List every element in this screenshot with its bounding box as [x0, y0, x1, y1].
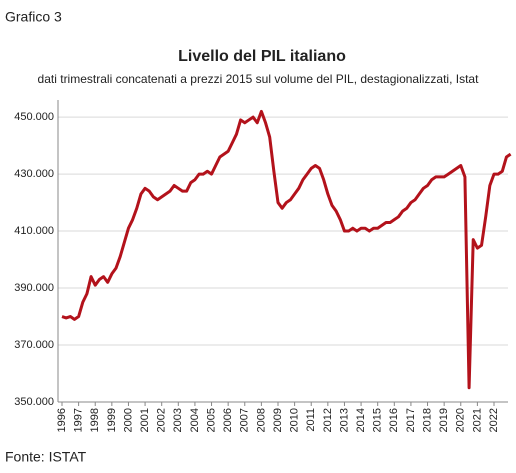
x-tick-label: 2016: [388, 408, 400, 432]
x-tick-label: 2012: [322, 408, 334, 432]
x-tick-label: 1997: [73, 408, 85, 432]
chart-subtitle: dati trimestrali concatenati a prezzi 20…: [38, 72, 480, 86]
x-tick-label: 2000: [122, 408, 134, 432]
x-tick-label: 2015: [372, 408, 384, 432]
x-tick-label: 2007: [239, 408, 251, 432]
y-tick-label: 410.000: [14, 225, 54, 237]
x-tick-label: 2008: [255, 408, 267, 432]
x-tick-label: 2022: [488, 408, 500, 432]
y-tick-label: 430.000: [14, 168, 54, 180]
x-tick-label: 1998: [89, 408, 101, 432]
x-tick-label: 2010: [289, 408, 301, 432]
x-tick-label: 2006: [222, 408, 234, 432]
chart-title: Livello del PIL italiano: [178, 48, 346, 65]
y-tick-label: 390.000: [14, 282, 54, 294]
x-tick-label: 2018: [421, 408, 433, 432]
header: Grafico 3: [5, 9, 62, 25]
x-tick-label: 2011: [305, 408, 317, 432]
x-tick-label: 1999: [106, 408, 118, 432]
y-tick-label: 350.000: [14, 396, 54, 408]
x-tick-label: 2001: [139, 408, 151, 432]
y-tick-label: 450.000: [14, 111, 54, 123]
x-tick-label: 2013: [338, 408, 350, 432]
x-tick-label: 2002: [156, 408, 168, 432]
x-tick-label: 2021: [471, 408, 483, 432]
x-tick-label: 2014: [355, 408, 367, 432]
x-tick-label: 2020: [455, 408, 467, 432]
x-tick-label: 2005: [205, 408, 217, 432]
x-tick-label: 2009: [272, 408, 284, 432]
x-tick-label: 1996: [56, 408, 68, 432]
x-tick-label: 2017: [405, 408, 417, 432]
y-tick-label: 370.000: [14, 339, 54, 351]
x-tick-label: 2004: [189, 408, 201, 432]
data-line: [61, 109, 512, 390]
footer: Fonte: ISTAT: [5, 449, 87, 465]
x-tick-label: 2019: [438, 408, 450, 432]
x-tick-label: 2003: [172, 408, 184, 432]
